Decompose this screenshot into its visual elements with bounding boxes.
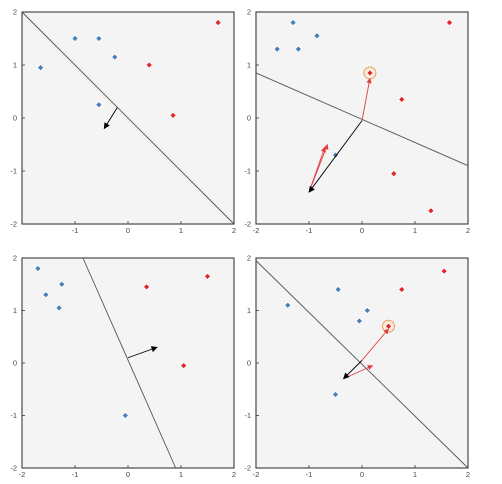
positive-point xyxy=(397,95,406,104)
negative-point xyxy=(294,45,303,53)
positive-point xyxy=(169,111,177,120)
weight-vector-arrow xyxy=(343,360,363,380)
negative-point xyxy=(95,100,103,109)
x-tick-label: 2 xyxy=(232,470,236,479)
x-tick-label: 2 xyxy=(232,226,236,235)
y-tick-label: -1 xyxy=(10,167,17,176)
positive-point xyxy=(366,69,374,77)
x-tick-label: 0 xyxy=(360,470,364,479)
x-tick-label: 1 xyxy=(179,470,183,479)
weight-update-arrow xyxy=(361,328,389,361)
x-tick-label: -1 xyxy=(72,470,79,479)
scatter-panel-3: -2 -1 0 1 2 -2 -1 0 1 2 xyxy=(10,254,236,480)
x-tick-label: -2 xyxy=(19,470,26,479)
negative-point xyxy=(355,317,364,325)
negative-point xyxy=(284,301,292,310)
weight-update-arrow xyxy=(308,146,326,193)
y-tick-label: 1 xyxy=(13,306,17,315)
y-tick-label: 2 xyxy=(247,254,251,263)
y-tick-label: 1 xyxy=(247,306,251,315)
negative-point xyxy=(95,34,103,43)
y-tick-label: -1 xyxy=(10,411,17,420)
positive-point xyxy=(145,61,153,69)
positive-point xyxy=(214,18,222,27)
y-tick-label: -2 xyxy=(10,464,17,473)
y-tick-label: -2 xyxy=(244,220,251,229)
y-tick-label: 1 xyxy=(247,61,251,70)
negative-point xyxy=(42,290,50,299)
negative-point xyxy=(55,304,63,312)
x-tick-label: 0 xyxy=(126,226,130,235)
weight-vector-arrow xyxy=(127,346,158,359)
decision-boundary-line xyxy=(21,11,235,225)
plot-frame xyxy=(255,11,469,225)
x-tick-label: 2 xyxy=(466,470,470,479)
positive-point xyxy=(397,285,406,294)
negative-point xyxy=(110,53,119,61)
scatter-panel-4: -2 -1 0 1 2 -2 -1 0 1 2 xyxy=(244,254,470,480)
x-tick-label: -1 xyxy=(72,226,79,235)
y-tick-label: 0 xyxy=(247,114,251,123)
weight-vector-arrow xyxy=(308,120,363,193)
negative-point xyxy=(121,411,130,420)
y-tick-label: -1 xyxy=(244,411,251,420)
x-tick-label: 0 xyxy=(126,470,130,479)
y-tick-label: -1 xyxy=(244,167,251,176)
negative-point xyxy=(34,264,42,273)
decision-boundary-line xyxy=(255,260,469,469)
y-tick-label: 1 xyxy=(13,61,17,70)
y-tick-label: 0 xyxy=(13,114,17,123)
y-tick-label: 2 xyxy=(13,254,17,263)
y-tick-label: 0 xyxy=(247,359,251,368)
x-tick-label: -2 xyxy=(253,226,260,235)
negative-point xyxy=(71,34,79,43)
negative-point xyxy=(273,45,281,53)
negative-point xyxy=(289,18,297,27)
y-tick-label: -2 xyxy=(10,220,17,229)
y-tick-label: 2 xyxy=(13,8,17,17)
x-tick-label: 0 xyxy=(360,226,364,235)
negative-point xyxy=(313,32,321,40)
y-tick-label: -2 xyxy=(244,464,251,473)
x-tick-label: 2 xyxy=(466,226,470,235)
scatter-panel-2: -2 -1 0 1 2 -2 -1 0 1 2 xyxy=(244,8,470,236)
y-tick-label: 0 xyxy=(13,359,17,368)
negative-point xyxy=(57,280,66,289)
x-tick-label: -2 xyxy=(253,470,260,479)
x-tick-label: -1 xyxy=(306,226,313,235)
weight-vector-arrow xyxy=(103,107,118,130)
x-tick-label: -1 xyxy=(306,470,313,479)
positive-point xyxy=(440,267,448,275)
negative-point xyxy=(36,63,45,72)
x-tick-label: 1 xyxy=(179,226,183,235)
positive-point xyxy=(142,283,151,291)
negative-point xyxy=(363,306,372,315)
x-tick-label: 1 xyxy=(413,226,417,235)
positive-point xyxy=(445,18,454,27)
y-tick-label: 2 xyxy=(247,8,251,17)
negative-point xyxy=(331,390,340,399)
positive-point xyxy=(179,361,188,370)
plot-frame xyxy=(21,257,235,469)
positive-point xyxy=(390,169,398,178)
scatter-panel-1: -1 0 1 2 -2 -1 0 1 2 xyxy=(10,8,236,236)
negative-point xyxy=(334,285,342,294)
positive-point xyxy=(427,206,435,215)
decision-boundary-line xyxy=(82,257,177,469)
positive-point xyxy=(203,272,212,281)
weight-update-arrow xyxy=(361,77,372,121)
x-tick-label: 1 xyxy=(413,470,417,479)
